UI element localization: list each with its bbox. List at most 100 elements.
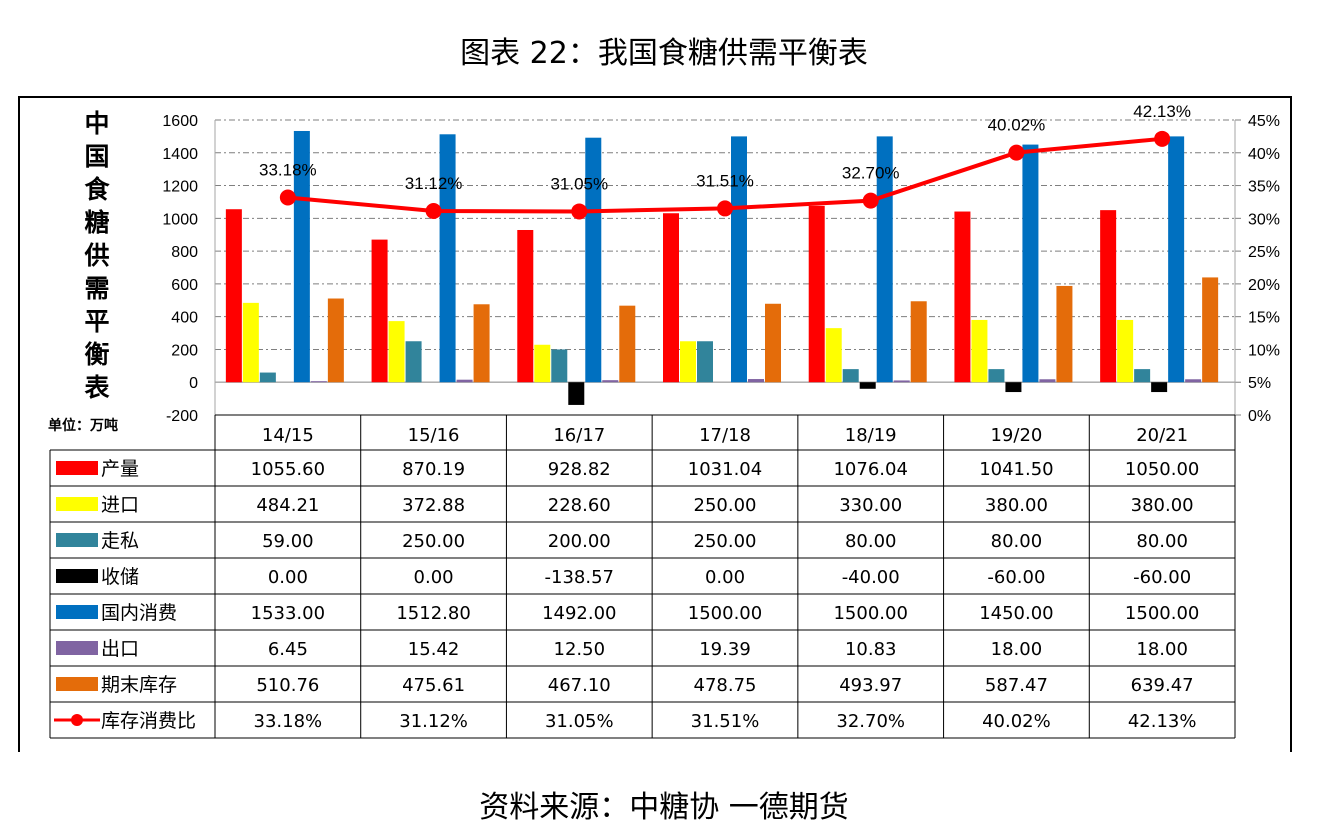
y2-tick-label: 45%	[1248, 113, 1280, 130]
y-axis-title-char: 糖	[84, 208, 109, 237]
bar-进口	[388, 321, 405, 383]
y-tick-label: 0	[189, 375, 198, 392]
table-cell: 18.00	[991, 639, 1043, 660]
y2-tick-label: 15%	[1248, 310, 1280, 327]
table-cell: 59.00	[262, 531, 314, 552]
line-data-label: 33.18%	[259, 160, 317, 179]
bar-出口	[310, 381, 327, 383]
line-point	[425, 202, 442, 219]
bar-出口	[456, 379, 473, 383]
bar-出口	[748, 379, 764, 383]
table-cell: 31.12%	[399, 711, 468, 732]
bar-产量	[371, 239, 388, 383]
bar-期末库存	[1202, 277, 1219, 383]
table-cell: 80.00	[1136, 531, 1188, 552]
bar-走私	[842, 369, 859, 383]
bar-期末库存	[910, 301, 927, 383]
y-tick-label: 1000	[162, 211, 198, 228]
bar-产量	[225, 209, 242, 383]
table-cell: 1041.50	[979, 459, 1053, 480]
y2-tick-label: 35%	[1248, 179, 1280, 196]
category-label: 17/18	[699, 425, 751, 446]
table-cell: 250.00	[402, 531, 465, 552]
table-cell: 1533.00	[251, 603, 325, 624]
line-point	[1008, 144, 1025, 161]
bar-出口	[1039, 379, 1056, 383]
bar-收储	[859, 382, 876, 389]
bar-产量	[954, 211, 971, 383]
table-cell: 33.18%	[254, 711, 323, 732]
table-cell: 31.05%	[545, 711, 614, 732]
table-cell: 1492.00	[542, 603, 616, 624]
table-cell: 484.21	[256, 495, 319, 516]
bar-国内消费	[585, 137, 602, 383]
y-tick-label: 1600	[162, 113, 198, 130]
line-data-label: 31.51%	[696, 171, 754, 190]
y2-tick-label: 40%	[1248, 146, 1280, 163]
table-cell: 380.00	[1131, 495, 1194, 516]
line-point	[717, 200, 733, 217]
chart-frame	[18, 96, 1292, 752]
line-point	[1154, 130, 1171, 147]
table-cell: 0.00	[414, 567, 454, 588]
bar-期末库存	[327, 298, 344, 383]
bar-进口	[680, 341, 696, 383]
table-cell: 250.00	[694, 531, 757, 552]
line-data-label: 31.12%	[405, 174, 463, 193]
table-cell: 1055.60	[251, 459, 325, 480]
table-cell: 80.00	[991, 531, 1043, 552]
y-tick-label: 400	[171, 310, 198, 327]
category-label: 18/19	[845, 425, 897, 446]
table-cell: -138.57	[545, 567, 614, 588]
y-tick-label: 600	[171, 277, 198, 294]
y-tick-label: 800	[171, 244, 198, 261]
legend-key-期末库存	[56, 677, 98, 691]
bar-国内消费	[1022, 144, 1039, 383]
legend-label: 走私	[101, 530, 139, 552]
bar-收储	[1005, 382, 1022, 393]
bar-国内消费	[439, 134, 456, 383]
table-cell: 870.19	[402, 459, 465, 480]
legend-label: 库存消费比	[101, 710, 196, 732]
y-axis-title-char: 需	[84, 274, 109, 303]
table-cell: 6.45	[268, 639, 308, 660]
bar-期末库存	[473, 304, 490, 383]
bar-走私	[405, 341, 422, 383]
table-cell: 80.00	[845, 531, 897, 552]
y2-tick-label: 25%	[1248, 244, 1280, 261]
category-label: 16/17	[553, 425, 605, 446]
line-point	[862, 192, 879, 209]
table-cell: 1450.00	[979, 603, 1053, 624]
table-cell: 32.70%	[836, 711, 905, 732]
bar-出口	[1185, 379, 1202, 383]
bar-产量	[1100, 210, 1117, 383]
table-cell: 15.42	[408, 639, 460, 660]
unit-label: 单位：万吨	[48, 417, 118, 434]
table-cell: 1076.04	[833, 459, 907, 480]
line-data-label: 31.05%	[550, 174, 608, 193]
y-axis-title-char: 食	[84, 175, 110, 204]
table-cell: 1500.00	[688, 603, 762, 624]
y-axis-title-char: 衡	[84, 340, 109, 369]
table-cell: 10.83	[845, 639, 897, 660]
table-cell: 478.75	[694, 675, 757, 696]
table-cell: 228.60	[548, 495, 611, 516]
table-cell: 1512.80	[396, 603, 470, 624]
bar-进口	[242, 302, 259, 383]
bar-产量	[663, 213, 679, 383]
y2-tick-label: 10%	[1248, 342, 1280, 359]
bar-产量	[517, 229, 534, 383]
y-axis-title-char: 平	[84, 307, 109, 336]
y-tick-label: 200	[171, 342, 198, 359]
page-title: 图表 22：我国食糖供需平衡表	[460, 36, 868, 71]
legend-label: 收储	[101, 566, 139, 588]
table-cell: 928.82	[548, 459, 611, 480]
y2-tick-label: 30%	[1248, 211, 1280, 228]
table-cell: 19.39	[699, 639, 751, 660]
y2-tick-label: 0%	[1248, 408, 1271, 425]
table-cell: 639.47	[1131, 675, 1194, 696]
bar-期末库存	[1056, 285, 1073, 383]
table-cell: 1500.00	[1125, 603, 1199, 624]
category-label: 15/16	[408, 425, 460, 446]
table-cell: 0.00	[705, 567, 745, 588]
